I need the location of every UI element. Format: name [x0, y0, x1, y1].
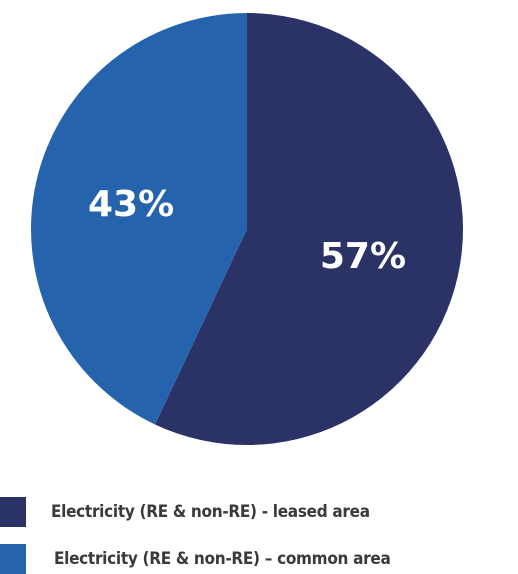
data-label-common-area: 43%: [88, 184, 174, 225]
pie-chart: 57% 43%: [31, 13, 463, 445]
legend-swatch-leased-area: [0, 497, 26, 527]
legend-swatch-common-area: [0, 544, 26, 574]
legend-item-common-area: Electricity (RE & non-RE) – common area: [0, 544, 391, 574]
pie-slice-common-area: [31, 13, 247, 425]
data-label-leased-area: 57%: [320, 236, 406, 277]
legend-item-leased-area: Electricity (RE & non-RE) - leased area: [0, 497, 370, 527]
legend-label-leased-area: Electricity (RE & non-RE) - leased area: [51, 502, 370, 522]
legend-label-common-area: Electricity (RE & non-RE) – common area: [54, 549, 391, 569]
pie-slice-leased-area: [155, 13, 463, 445]
